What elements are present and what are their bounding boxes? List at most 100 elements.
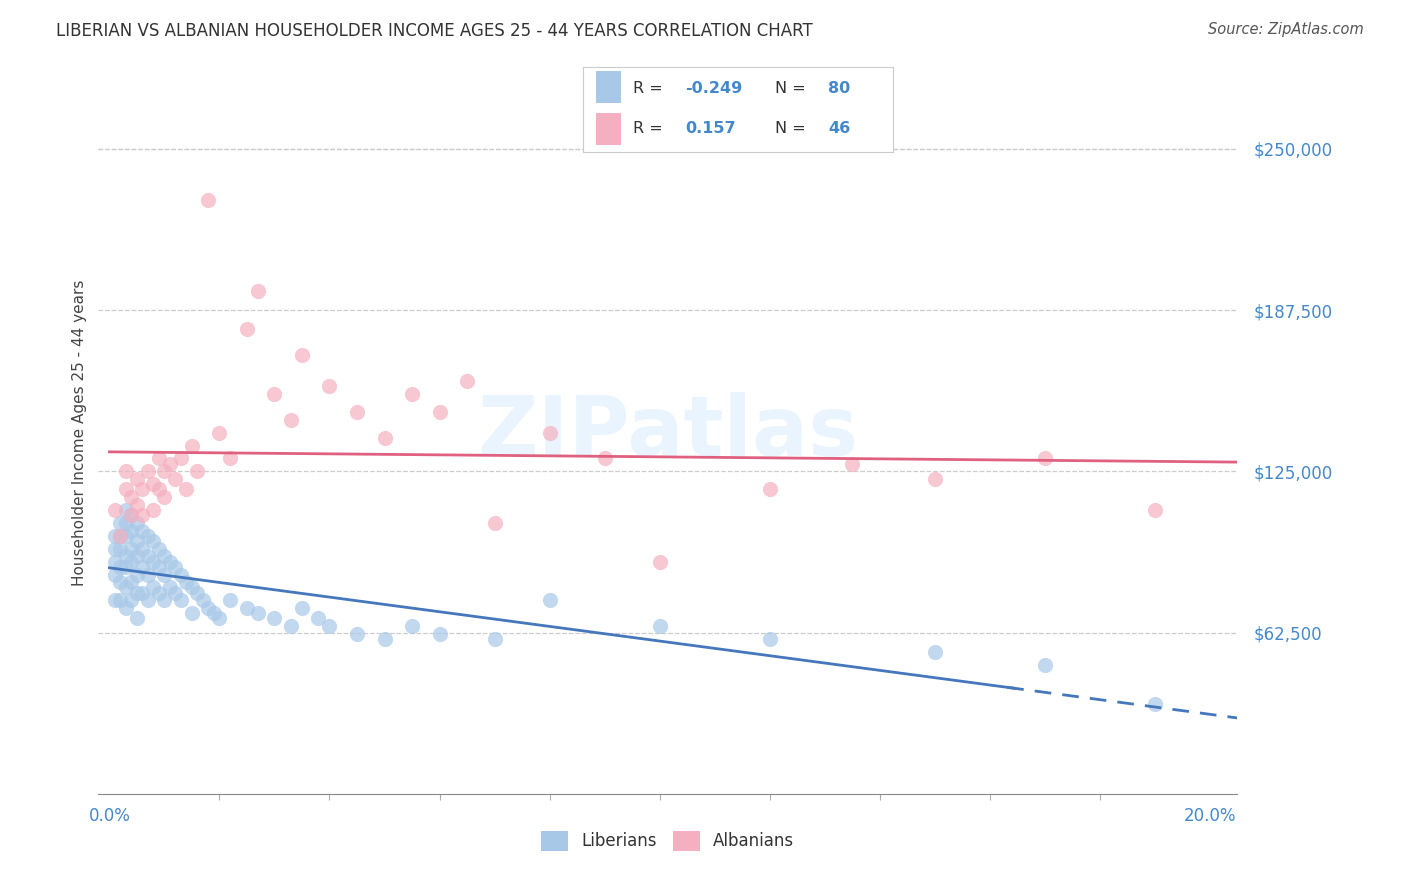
Text: R =: R = xyxy=(633,121,662,136)
Text: 46: 46 xyxy=(828,121,851,136)
Albanians xyxy=(538,425,561,440)
Liberians xyxy=(104,555,127,569)
Albanians xyxy=(208,425,231,440)
Albanians xyxy=(142,503,165,517)
Liberians xyxy=(373,632,395,646)
Text: LIBERIAN VS ALBANIAN HOUSEHOLDER INCOME AGES 25 - 44 YEARS CORRELATION CHART: LIBERIAN VS ALBANIAN HOUSEHOLDER INCOME … xyxy=(56,22,813,40)
Liberians xyxy=(120,524,142,538)
Liberians xyxy=(136,567,159,582)
Albanians xyxy=(159,457,181,471)
Albanians xyxy=(291,348,314,362)
Liberians xyxy=(142,533,165,548)
Liberians xyxy=(648,619,671,633)
Liberians xyxy=(318,619,340,633)
Liberians xyxy=(125,567,148,582)
Albanians xyxy=(186,464,208,478)
Liberians xyxy=(125,611,148,625)
Liberians xyxy=(219,593,242,607)
Albanians xyxy=(153,464,176,478)
Liberians xyxy=(104,541,127,556)
Liberians xyxy=(110,516,132,530)
Liberians xyxy=(125,516,148,530)
Liberians xyxy=(125,549,148,564)
Liberians xyxy=(110,541,132,556)
Albanians xyxy=(346,405,368,419)
Albanians xyxy=(115,464,138,478)
Liberians xyxy=(170,567,193,582)
Albanians xyxy=(148,451,170,466)
Liberians xyxy=(208,611,231,625)
Liberians xyxy=(197,601,219,615)
Albanians xyxy=(104,503,127,517)
Liberians xyxy=(131,524,153,538)
Albanians xyxy=(197,194,219,208)
Albanians xyxy=(484,516,506,530)
Liberians xyxy=(115,529,138,543)
Albanians xyxy=(648,555,671,569)
Liberians xyxy=(924,645,946,659)
Liberians xyxy=(202,607,225,621)
Liberians xyxy=(308,611,330,625)
Albanians xyxy=(1143,503,1166,517)
Albanians xyxy=(758,483,780,497)
Liberians xyxy=(148,559,170,574)
Liberians xyxy=(165,559,187,574)
Albanians xyxy=(318,379,340,393)
Liberians xyxy=(120,508,142,523)
Text: N =: N = xyxy=(775,80,806,95)
Liberians xyxy=(291,601,314,615)
Albanians xyxy=(280,413,302,427)
Text: 0.157: 0.157 xyxy=(686,121,737,136)
Albanians xyxy=(176,483,198,497)
Liberians xyxy=(153,567,176,582)
Liberians xyxy=(181,607,204,621)
Liberians xyxy=(131,559,153,574)
Albanians xyxy=(148,483,170,497)
Text: R =: R = xyxy=(633,80,662,95)
Liberians xyxy=(120,555,142,569)
Albanians xyxy=(1033,451,1056,466)
Albanians xyxy=(115,483,138,497)
Text: 80: 80 xyxy=(828,80,851,95)
Liberians xyxy=(1143,697,1166,711)
Albanians xyxy=(136,464,159,478)
Liberians xyxy=(115,516,138,530)
Liberians xyxy=(429,627,451,641)
Liberians xyxy=(115,581,138,595)
Liberians xyxy=(246,607,269,621)
Text: -0.249: -0.249 xyxy=(686,80,742,95)
Liberians xyxy=(148,585,170,599)
Liberians xyxy=(110,575,132,590)
Liberians xyxy=(263,611,285,625)
Liberians xyxy=(115,503,138,517)
Y-axis label: Householder Income Ages 25 - 44 years: Householder Income Ages 25 - 44 years xyxy=(72,279,87,586)
Liberians xyxy=(191,593,214,607)
Albanians xyxy=(131,483,153,497)
Liberians xyxy=(104,593,127,607)
Liberians xyxy=(120,575,142,590)
Albanians xyxy=(219,451,242,466)
Liberians xyxy=(538,593,561,607)
Albanians xyxy=(593,451,616,466)
Liberians xyxy=(136,549,159,564)
Albanians xyxy=(170,451,193,466)
Albanians xyxy=(236,322,259,336)
Text: Source: ZipAtlas.com: Source: ZipAtlas.com xyxy=(1208,22,1364,37)
Liberians xyxy=(170,593,193,607)
Liberians xyxy=(165,585,187,599)
Albanians xyxy=(131,508,153,523)
Liberians xyxy=(110,529,132,543)
Liberians xyxy=(125,533,148,548)
Liberians xyxy=(110,593,132,607)
Albanians xyxy=(263,387,285,401)
Liberians xyxy=(159,555,181,569)
Bar xyxy=(596,112,620,145)
Albanians xyxy=(246,284,269,298)
Liberians xyxy=(181,581,204,595)
Liberians xyxy=(142,555,165,569)
Liberians xyxy=(115,601,138,615)
Liberians xyxy=(125,585,148,599)
Liberians xyxy=(131,541,153,556)
Text: ZIPatlas: ZIPatlas xyxy=(478,392,858,473)
Text: N =: N = xyxy=(775,121,806,136)
